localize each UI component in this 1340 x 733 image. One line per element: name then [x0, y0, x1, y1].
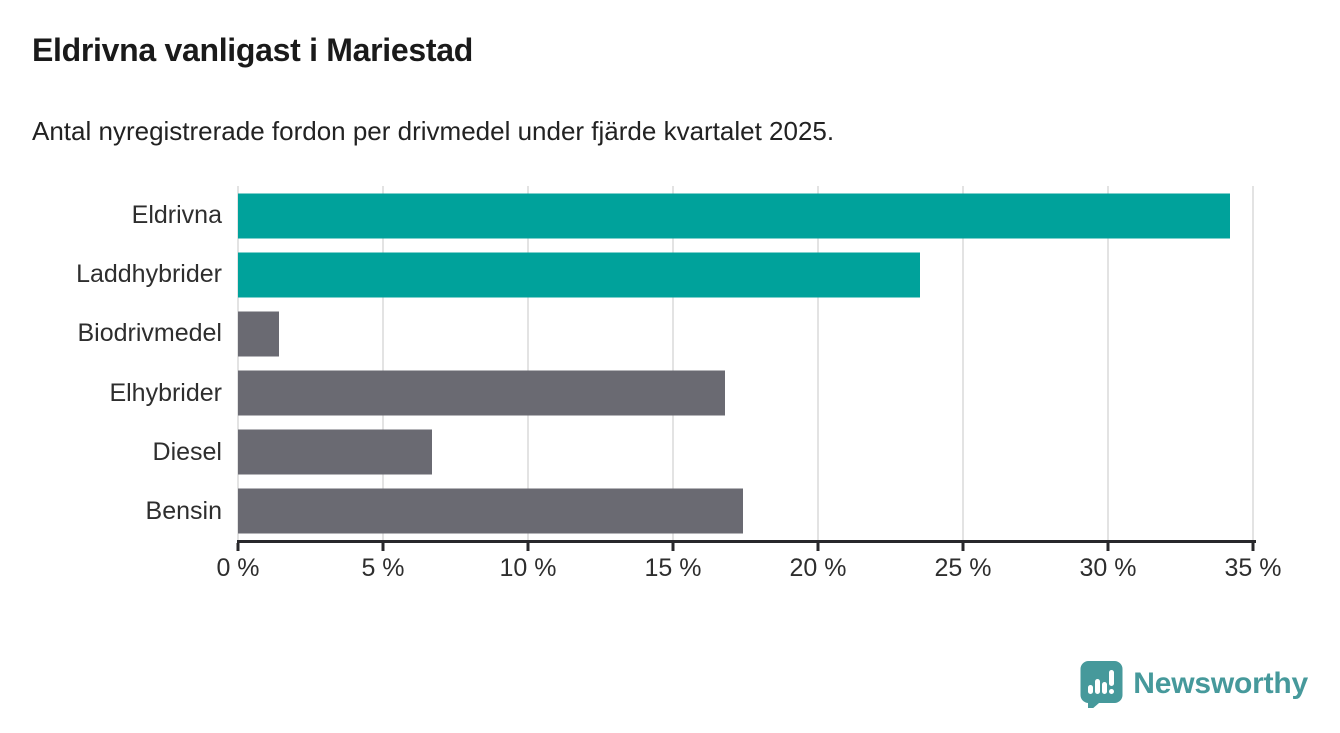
bar-diesel: [238, 429, 433, 475]
x-tick-label-35: 35 %: [1224, 554, 1282, 582]
x-tick-25: [961, 543, 965, 551]
gridline-35: [1252, 186, 1254, 541]
bar-rows: [238, 186, 1253, 541]
x-tick-15: [671, 543, 675, 551]
x-tick-10: [526, 543, 530, 551]
x-tick-0: [236, 543, 240, 551]
x-tick-20: [816, 543, 820, 551]
x-axis-line: [237, 540, 1256, 543]
x-tick-label-15: 15 %: [644, 554, 702, 582]
x-tick-label-25: 25 %: [934, 554, 992, 582]
gridline-20: [817, 186, 819, 541]
category-label-elhybrider: Elhybrider: [109, 378, 222, 407]
newsworthy-logo-icon: [1080, 661, 1123, 708]
bar-row-eldrivna: [238, 186, 1253, 245]
gridline-15: [672, 186, 674, 541]
x-tick-35: [1251, 543, 1255, 551]
bar-row-bensin: [238, 482, 1253, 541]
x-tick-5: [381, 543, 385, 551]
newsworthy-logo-text: Newsworthy: [1133, 667, 1308, 700]
bar-row-diesel: [238, 423, 1253, 482]
x-tick-30: [1106, 543, 1110, 551]
category-label-laddhybrider: Laddhybrider: [76, 260, 222, 289]
bar-biodrivmedel: [238, 311, 279, 357]
chart-subtitle: Antal nyregistrerade fordon per drivmede…: [32, 116, 835, 146]
x-tick-label-20: 20 %: [789, 554, 847, 582]
chart-title: Eldrivna vanligast i Mariestad: [32, 32, 473, 68]
newsworthy-logo: Newsworthy: [1079, 660, 1308, 708]
bar-bensin: [238, 488, 743, 534]
x-tick-label-0: 0 %: [216, 554, 260, 582]
x-tick-label-10: 10 %: [499, 554, 557, 582]
gridline-0: [237, 186, 239, 541]
bar-elhybrider: [238, 370, 726, 416]
bar-row-biodrivmedel: [238, 304, 1253, 363]
bar-laddhybrider: [238, 252, 920, 298]
category-labels: Eldrivna Laddhybrider Biodrivmedel Elhybrid…: [0, 186, 222, 541]
category-label-biodrivmedel: Biodrivmedel: [77, 319, 222, 348]
bar-eldrivna: [238, 193, 1230, 239]
bar-row-elhybrider: [238, 364, 1253, 423]
bar-row-laddhybrider: [238, 245, 1253, 304]
category-label-diesel: Diesel: [152, 437, 222, 466]
category-label-eldrivna: Eldrivna: [131, 201, 222, 230]
gridline-25: [962, 186, 964, 541]
gridline-30: [1107, 186, 1109, 541]
category-label-bensin: Bensin: [145, 496, 222, 525]
plot-area: [237, 186, 1254, 541]
x-tick-label-5: 5 %: [361, 554, 405, 582]
gridline-10: [527, 186, 529, 541]
x-tick-label-30: 30 %: [1079, 554, 1137, 582]
gridline-5: [382, 186, 384, 541]
